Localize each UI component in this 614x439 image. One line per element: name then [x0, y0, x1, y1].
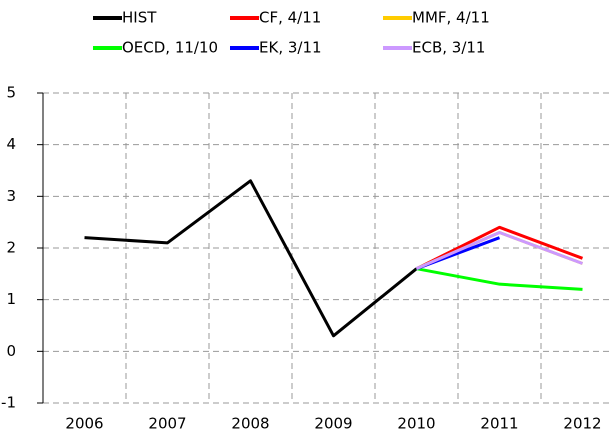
y-tick-label: 5: [6, 84, 16, 102]
x-tick-label: 2006: [65, 415, 103, 433]
y-tick-label: 2: [6, 239, 16, 257]
legend-label: HIST: [122, 9, 157, 27]
x-tick-label: 2010: [397, 415, 435, 433]
series-line: [415, 225, 584, 271]
y-tick-label: 0: [6, 342, 16, 360]
x-tick-label: 2009: [314, 415, 352, 433]
legend-label: MMF, 4/11: [412, 9, 490, 27]
x-tick-label: 2008: [231, 415, 269, 433]
legend-label: ECB, 3/11: [412, 39, 485, 57]
x-tick-label: 2011: [480, 415, 518, 433]
x-tick-label: 2007: [148, 415, 186, 433]
legend-label: OECD, 11/10: [122, 39, 218, 57]
y-tick-label: -1: [1, 394, 16, 412]
y-tick-label: 1: [6, 290, 16, 308]
series-line: [416, 267, 583, 291]
series-line: [84, 179, 418, 338]
legend-label: CF, 4/11: [259, 9, 321, 27]
series-line: [415, 231, 584, 271]
x-tick-label: 2012: [563, 415, 601, 433]
legend-label: EK, 3/11: [259, 39, 322, 57]
y-tick-label: 3: [6, 187, 16, 205]
y-tick-label: 4: [6, 135, 16, 153]
